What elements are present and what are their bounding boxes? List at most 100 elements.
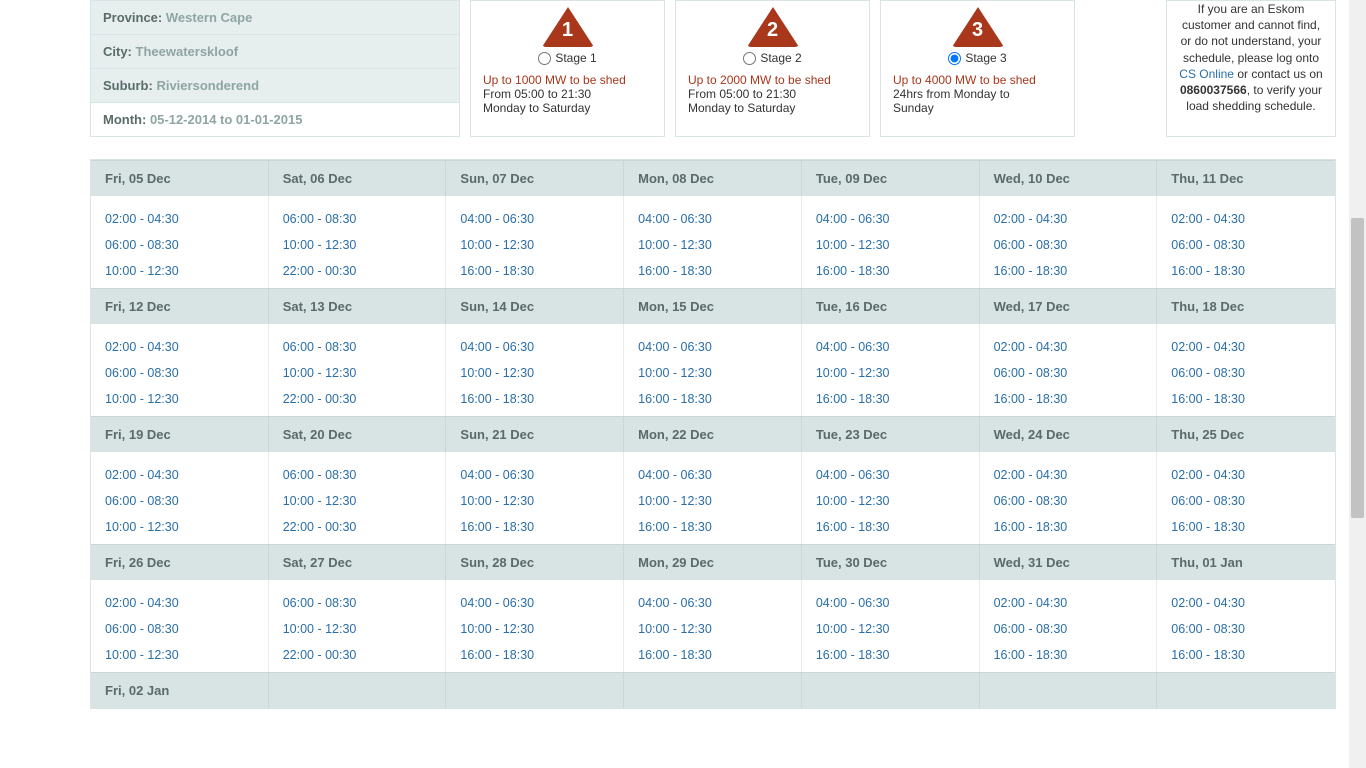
time-slot: 06:00 - 08:30	[994, 232, 1143, 258]
day-header: Sun, 14 Dec	[446, 288, 624, 324]
day-body: 02:00 - 04:3006:00 - 08:3016:00 - 18:30	[1157, 324, 1335, 416]
time-slot: 16:00 - 18:30	[638, 386, 787, 412]
day-body: 06:00 - 08:3010:00 - 12:3022:00 - 00:30	[269, 324, 447, 416]
time-slot: 06:00 - 08:30	[283, 462, 432, 488]
time-slot: 02:00 - 04:30	[105, 462, 254, 488]
stage-selector: 1Stage 1Up to 1000 MW to be shedFrom 05:…	[470, 0, 1156, 137]
time-slot: 10:00 - 12:30	[638, 232, 787, 258]
time-slot: 16:00 - 18:30	[638, 258, 787, 284]
day-header: Mon, 22 Dec	[624, 416, 802, 452]
stage-number: 3	[970, 19, 986, 42]
time-slot: 02:00 - 04:30	[105, 206, 254, 232]
time-slot: 06:00 - 08:30	[105, 232, 254, 258]
time-slot: 04:00 - 06:30	[816, 462, 965, 488]
day-header: Mon, 15 Dec	[624, 288, 802, 324]
time-slot: 10:00 - 12:30	[460, 616, 609, 642]
time-slot: 16:00 - 18:30	[816, 514, 965, 540]
month-value: 05-12-2014 to 01-01-2015	[150, 112, 303, 127]
day-header: Tue, 09 Dec	[802, 160, 980, 196]
stage-shed-text: Up to 2000 MW to be shed	[688, 73, 857, 87]
time-slot: 06:00 - 08:30	[994, 488, 1143, 514]
day-header: Fri, 05 Dec	[91, 160, 269, 196]
day-body: 02:00 - 04:3006:00 - 08:3010:00 - 12:30	[91, 196, 269, 288]
day-header: Mon, 29 Dec	[624, 544, 802, 580]
time-slot: 10:00 - 12:30	[638, 488, 787, 514]
day-header	[269, 672, 447, 708]
time-slot: 10:00 - 12:30	[460, 360, 609, 386]
time-slot: 02:00 - 04:30	[1171, 206, 1321, 232]
day-header: Sun, 28 Dec	[446, 544, 624, 580]
city-value: Theewaterskloof	[136, 44, 239, 59]
time-slot: 04:00 - 06:30	[460, 334, 609, 360]
time-slot: 06:00 - 08:30	[283, 590, 432, 616]
time-slot: 16:00 - 18:30	[816, 258, 965, 284]
day-body: 02:00 - 04:3006:00 - 08:3016:00 - 18:30	[1157, 580, 1335, 672]
time-slot: 02:00 - 04:30	[105, 334, 254, 360]
stage-radio-2[interactable]: Stage 2	[743, 51, 801, 65]
day-body: 04:00 - 06:3010:00 - 12:3016:00 - 18:30	[446, 196, 624, 288]
stage-card-1: 1Stage 1Up to 1000 MW to be shedFrom 05:…	[470, 0, 665, 137]
time-slot: 16:00 - 18:30	[460, 258, 609, 284]
day-body: 02:00 - 04:3006:00 - 08:3016:00 - 18:30	[980, 196, 1158, 288]
time-slot: 16:00 - 18:30	[1171, 258, 1321, 284]
day-body: 04:00 - 06:3010:00 - 12:3016:00 - 18:30	[624, 452, 802, 544]
stage-shed-text: Up to 1000 MW to be shed	[483, 73, 652, 87]
vertical-scrollbar[interactable]	[1349, 0, 1366, 768]
day-body: 02:00 - 04:3006:00 - 08:3010:00 - 12:30	[91, 324, 269, 416]
day-body: 04:00 - 06:3010:00 - 12:3016:00 - 18:30	[624, 196, 802, 288]
time-slot: 06:00 - 08:30	[1171, 616, 1321, 642]
time-slot: 06:00 - 08:30	[1171, 488, 1321, 514]
stage-shed-text: Up to 4000 MW to be shed	[893, 73, 1062, 87]
day-header: Sat, 20 Dec	[269, 416, 447, 452]
day-header: Thu, 01 Jan	[1157, 544, 1335, 580]
time-slot: 10:00 - 12:30	[816, 616, 965, 642]
time-slot: 06:00 - 08:30	[994, 616, 1143, 642]
time-slot: 06:00 - 08:30	[1171, 232, 1321, 258]
day-header: Fri, 26 Dec	[91, 544, 269, 580]
time-slot: 10:00 - 12:30	[283, 232, 432, 258]
time-slot: 02:00 - 04:30	[105, 590, 254, 616]
time-slot: 10:00 - 12:30	[105, 386, 254, 412]
time-slot: 04:00 - 06:30	[816, 590, 965, 616]
scroll-thumb[interactable]	[1351, 218, 1364, 518]
time-slot: 04:00 - 06:30	[638, 334, 787, 360]
time-slot: 10:00 - 12:30	[105, 514, 254, 540]
time-slot: 16:00 - 18:30	[1171, 386, 1321, 412]
time-slot: 22:00 - 00:30	[283, 514, 432, 540]
stage-radio-3[interactable]: Stage 3	[948, 51, 1006, 65]
time-slot: 02:00 - 04:30	[994, 590, 1143, 616]
help-text-mid: or contact us on	[1234, 67, 1323, 81]
time-slot: 06:00 - 08:30	[994, 360, 1143, 386]
time-slot: 10:00 - 12:30	[816, 360, 965, 386]
time-slot: 10:00 - 12:30	[638, 360, 787, 386]
day-body: 04:00 - 06:3010:00 - 12:3016:00 - 18:30	[446, 324, 624, 416]
help-phone: 0860037566	[1180, 83, 1247, 97]
day-header: Wed, 17 Dec	[980, 288, 1158, 324]
time-slot: 06:00 - 08:30	[283, 334, 432, 360]
help-box: If you are an Eskom customer and cannot …	[1166, 0, 1336, 137]
day-header: Fri, 12 Dec	[91, 288, 269, 324]
cs-online-link[interactable]: CS Online	[1179, 67, 1234, 81]
time-slot: 16:00 - 18:30	[994, 514, 1143, 540]
time-slot: 16:00 - 18:30	[460, 386, 609, 412]
day-header	[980, 672, 1158, 708]
day-header: Wed, 31 Dec	[980, 544, 1158, 580]
day-body: 02:00 - 04:3006:00 - 08:3016:00 - 18:30	[980, 324, 1158, 416]
day-header: Thu, 25 Dec	[1157, 416, 1335, 452]
time-slot: 16:00 - 18:30	[638, 642, 787, 668]
day-body: 02:00 - 04:3006:00 - 08:3010:00 - 12:30	[91, 580, 269, 672]
stage-detail-line2: Monday to Saturday	[483, 101, 652, 115]
month-label: Month:	[103, 112, 146, 127]
day-body: 04:00 - 06:3010:00 - 12:3016:00 - 18:30	[802, 324, 980, 416]
time-slot: 10:00 - 12:30	[283, 360, 432, 386]
time-slot: 16:00 - 18:30	[994, 642, 1143, 668]
warning-triangle-icon: 3	[952, 7, 1004, 47]
day-header	[624, 672, 802, 708]
stage-radio-1[interactable]: Stage 1	[538, 51, 596, 65]
day-header: Fri, 02 Jan	[91, 672, 269, 708]
day-body: 06:00 - 08:3010:00 - 12:3022:00 - 00:30	[269, 580, 447, 672]
time-slot: 04:00 - 06:30	[816, 206, 965, 232]
time-slot: 10:00 - 12:30	[105, 642, 254, 668]
day-header: Thu, 18 Dec	[1157, 288, 1335, 324]
stage-detail-line2: Sunday	[893, 101, 1062, 115]
